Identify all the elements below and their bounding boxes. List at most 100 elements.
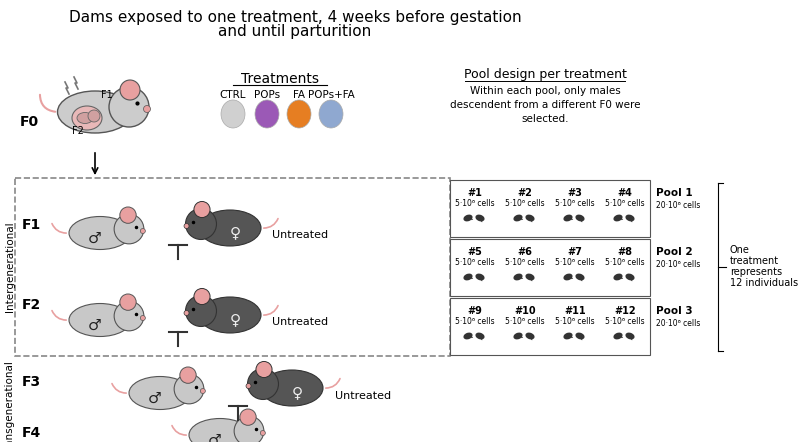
Circle shape xyxy=(200,389,206,393)
Text: 20·10⁶ cells: 20·10⁶ cells xyxy=(656,201,700,210)
Circle shape xyxy=(120,294,136,310)
Ellipse shape xyxy=(576,333,584,339)
Text: F2: F2 xyxy=(22,298,42,312)
Circle shape xyxy=(109,87,149,127)
Circle shape xyxy=(184,224,189,229)
Ellipse shape xyxy=(614,274,622,280)
Circle shape xyxy=(114,214,144,244)
Ellipse shape xyxy=(576,274,584,280)
Ellipse shape xyxy=(614,215,622,221)
Text: #4: #4 xyxy=(618,188,633,198)
Ellipse shape xyxy=(464,274,472,280)
Circle shape xyxy=(88,110,100,122)
Text: Untreated: Untreated xyxy=(272,317,328,327)
Circle shape xyxy=(114,301,144,331)
Text: 5·10⁶ cells: 5·10⁶ cells xyxy=(555,199,595,208)
Circle shape xyxy=(140,229,146,233)
Ellipse shape xyxy=(526,333,534,339)
Text: F0: F0 xyxy=(20,115,39,129)
Circle shape xyxy=(174,374,204,404)
Circle shape xyxy=(247,369,278,400)
Ellipse shape xyxy=(58,91,133,133)
Text: #11: #11 xyxy=(564,306,586,316)
Text: Intergenerational: Intergenerational xyxy=(5,222,15,312)
Text: One: One xyxy=(730,245,750,255)
Ellipse shape xyxy=(129,377,191,409)
Ellipse shape xyxy=(514,274,522,280)
Ellipse shape xyxy=(319,100,343,128)
Text: 5·10⁶ cells: 5·10⁶ cells xyxy=(505,258,545,267)
Text: 5·10⁶ cells: 5·10⁶ cells xyxy=(605,258,645,267)
Text: Transgenerational: Transgenerational xyxy=(5,361,15,442)
Text: ♂: ♂ xyxy=(88,230,102,245)
Circle shape xyxy=(194,289,210,305)
Ellipse shape xyxy=(77,113,93,123)
Text: F4: F4 xyxy=(22,426,42,440)
Ellipse shape xyxy=(514,333,522,339)
Text: #6: #6 xyxy=(518,247,533,257)
Circle shape xyxy=(186,296,217,327)
Text: ♀: ♀ xyxy=(230,312,241,328)
Text: #7: #7 xyxy=(567,247,582,257)
Ellipse shape xyxy=(626,215,634,221)
Ellipse shape xyxy=(576,215,584,221)
Text: #10: #10 xyxy=(514,306,536,316)
Text: ♂: ♂ xyxy=(208,433,222,442)
Text: 20·10⁶ cells: 20·10⁶ cells xyxy=(656,319,700,328)
Text: F1: F1 xyxy=(101,90,113,100)
Circle shape xyxy=(120,80,140,100)
Circle shape xyxy=(194,202,210,217)
Text: F2: F2 xyxy=(72,126,84,136)
Ellipse shape xyxy=(564,333,572,339)
Ellipse shape xyxy=(255,100,279,128)
Text: 5·10⁶ cells: 5·10⁶ cells xyxy=(505,199,545,208)
Text: FA: FA xyxy=(293,90,305,100)
Text: ♀: ♀ xyxy=(230,225,241,240)
Ellipse shape xyxy=(199,210,261,246)
Ellipse shape xyxy=(221,100,245,128)
Circle shape xyxy=(120,207,136,223)
Text: represents: represents xyxy=(730,267,782,277)
Text: F3: F3 xyxy=(22,375,41,389)
Ellipse shape xyxy=(476,215,484,221)
Text: 5·10⁶ cells: 5·10⁶ cells xyxy=(555,317,595,326)
Ellipse shape xyxy=(564,274,572,280)
Text: Within each pool, only males
descendent from a different F0 were
selected.: Within each pool, only males descendent … xyxy=(450,86,640,124)
Ellipse shape xyxy=(564,215,572,221)
Text: Pool 3: Pool 3 xyxy=(656,306,693,316)
Text: #2: #2 xyxy=(518,188,533,198)
Text: Untreated: Untreated xyxy=(272,230,328,240)
Ellipse shape xyxy=(69,217,131,249)
Circle shape xyxy=(246,384,251,389)
Ellipse shape xyxy=(476,274,484,280)
Ellipse shape xyxy=(199,297,261,333)
Text: 5·10⁶ cells: 5·10⁶ cells xyxy=(505,317,545,326)
Text: treatment: treatment xyxy=(730,256,779,266)
Ellipse shape xyxy=(464,333,472,339)
Text: Treatments: Treatments xyxy=(241,72,319,86)
Text: #3: #3 xyxy=(567,188,582,198)
Text: 5·10⁶ cells: 5·10⁶ cells xyxy=(605,199,645,208)
Text: Pool design per treatment: Pool design per treatment xyxy=(463,68,626,81)
Ellipse shape xyxy=(287,100,311,128)
Ellipse shape xyxy=(626,274,634,280)
Text: #5: #5 xyxy=(467,247,482,257)
Text: CTRL: CTRL xyxy=(220,90,246,100)
Text: 5·10⁶ cells: 5·10⁶ cells xyxy=(605,317,645,326)
Ellipse shape xyxy=(72,106,102,130)
Ellipse shape xyxy=(614,333,622,339)
Ellipse shape xyxy=(69,304,131,336)
Ellipse shape xyxy=(189,419,251,442)
Ellipse shape xyxy=(526,274,534,280)
Text: and until parturition: and until parturition xyxy=(218,24,372,39)
Ellipse shape xyxy=(514,215,522,221)
Text: #1: #1 xyxy=(467,188,482,198)
Text: Untreated: Untreated xyxy=(335,391,391,401)
Circle shape xyxy=(234,416,264,442)
Text: #8: #8 xyxy=(618,247,633,257)
Text: #12: #12 xyxy=(614,306,636,316)
Text: 5·10⁶ cells: 5·10⁶ cells xyxy=(455,199,495,208)
Circle shape xyxy=(143,106,150,113)
Text: 20·10⁶ cells: 20·10⁶ cells xyxy=(656,260,700,269)
Text: 5·10⁶ cells: 5·10⁶ cells xyxy=(455,258,495,267)
